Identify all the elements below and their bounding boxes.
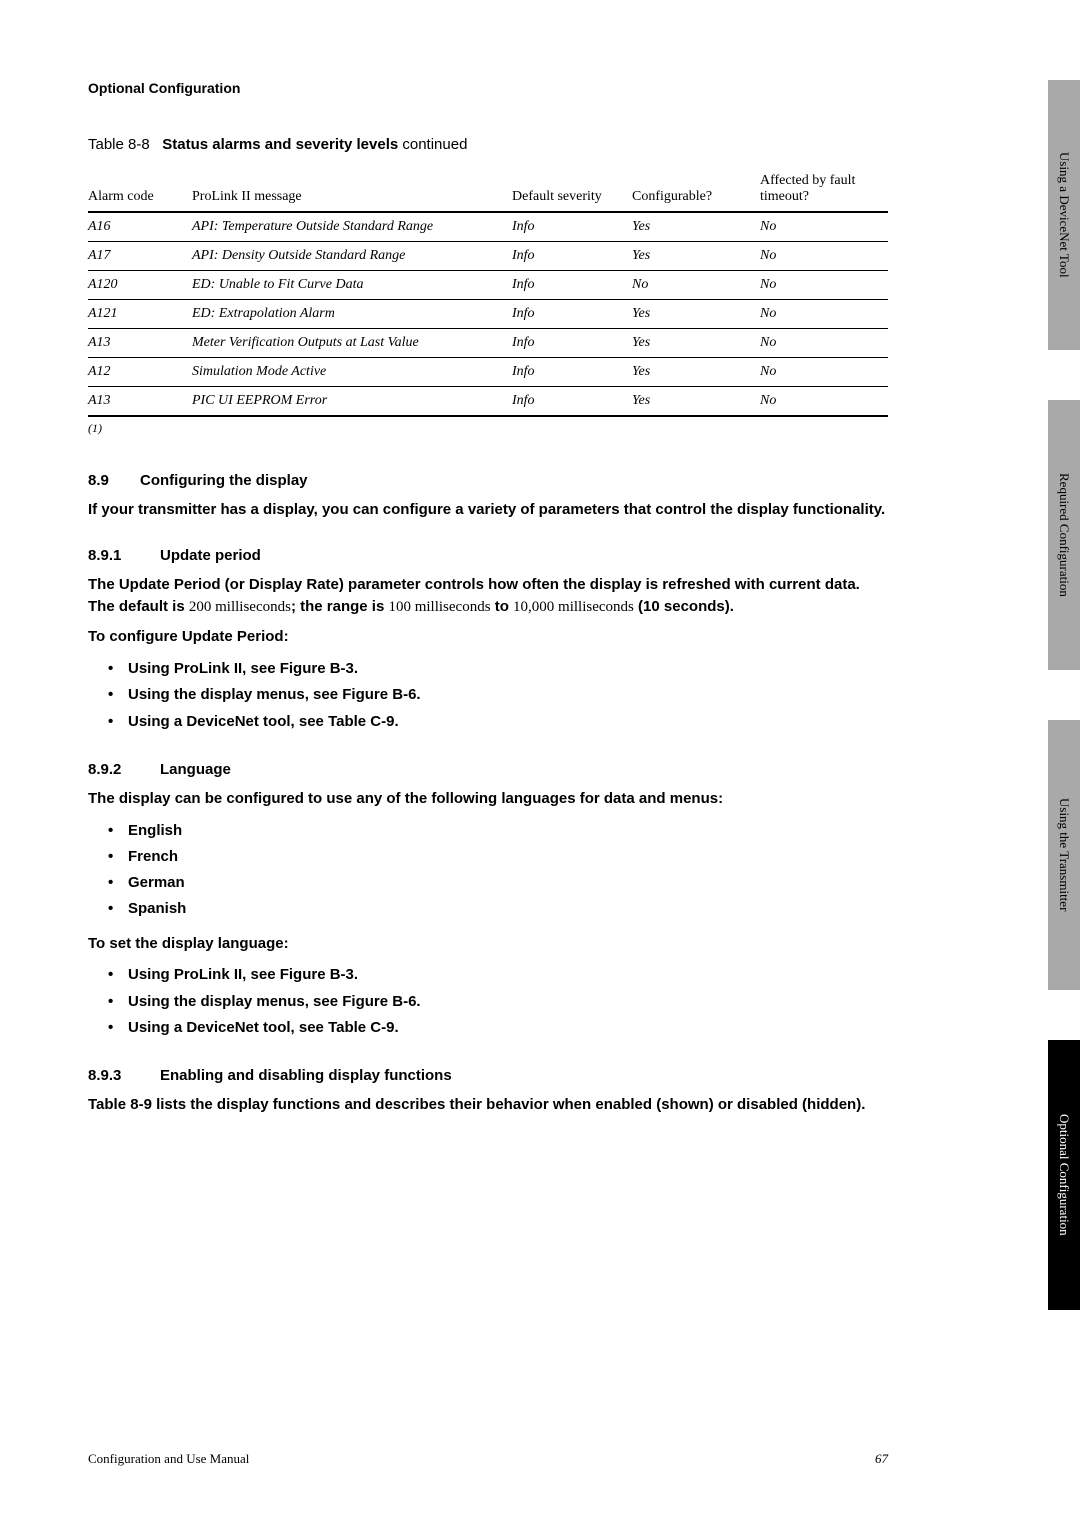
list-item: Using the display menus, see Figure B-6.: [128, 682, 888, 708]
tab-optional-config: Optional Configuration: [1048, 1040, 1080, 1310]
table-row: A17API: Density Outside Standard RangeIn…: [88, 242, 888, 271]
update-period-paragraph: The Update Period (or Display Rate) para…: [88, 574, 888, 619]
col-message: ProLink II message: [192, 169, 512, 212]
subsection-title: Language: [160, 761, 231, 778]
section-title: Configuring the display: [140, 472, 308, 489]
section-8-9-2-heading: 8.9.2Language: [88, 761, 888, 778]
table-row: A12Simulation Mode ActiveInfoYesNo: [88, 358, 888, 387]
section-8-9-3-paragraph: Table 8-9 lists the display functions an…: [88, 1094, 888, 1116]
list-item: Using ProLink II, see Figure B-3.: [128, 656, 888, 682]
language-list: English French German Spanish: [88, 818, 888, 923]
list-item: Using the display menus, see Figure B-6.: [128, 989, 888, 1015]
language-config-bullets: Using ProLink II, see Figure B-3. Using …: [88, 962, 888, 1041]
list-item: Using ProLink II, see Figure B-3.: [128, 962, 888, 988]
section-8-9-intro: If your transmitter has a display, you c…: [88, 499, 888, 521]
table-row: A120ED: Unable to Fit Curve DataInfoNoNo: [88, 271, 888, 300]
table-number: Table 8-8: [88, 136, 150, 153]
tab-transmitter: Using the Transmitter: [1048, 720, 1080, 990]
alarm-table: Alarm code ProLink II message Default se…: [88, 169, 888, 417]
page-footer: Configuration and Use Manual 67: [88, 1451, 888, 1467]
tab-devicenet: Using a DeviceNet Tool: [1048, 80, 1080, 350]
list-item: English: [128, 818, 888, 844]
table-caption: Table 8-8 Status alarms and severity lev…: [88, 136, 888, 153]
update-period-bullets: Using ProLink II, see Figure B-3. Using …: [88, 656, 888, 735]
table-row: A121ED: Extrapolation AlarmInfoYesNo: [88, 300, 888, 329]
table-title: Status alarms and severity levels: [162, 136, 398, 153]
footer-manual-title: Configuration and Use Manual: [88, 1451, 249, 1467]
table-continued: continued: [398, 136, 467, 153]
section-8-9-heading: 8.9Configuring the display: [88, 472, 888, 489]
footer-page-number: 67: [875, 1451, 888, 1467]
page-header: Optional Configuration: [88, 80, 888, 96]
col-fault-timeout: Affected by fault timeout?: [760, 169, 888, 212]
list-item: Spanish: [128, 896, 888, 922]
col-alarm-code: Alarm code: [88, 169, 192, 212]
section-8-9-3-heading: 8.9.3Enabling and disabling display func…: [88, 1067, 888, 1084]
list-item: German: [128, 870, 888, 896]
table-row: A13PIC UI EEPROM ErrorInfoYesNo: [88, 387, 888, 417]
subsection-title: Enabling and disabling display functions: [160, 1067, 452, 1084]
update-period-config-label: To configure Update Period:: [88, 626, 888, 648]
language-paragraph: The display can be configured to use any…: [88, 788, 888, 810]
col-configurable: Configurable?: [632, 169, 760, 212]
subsection-number: 8.9.2: [88, 761, 160, 778]
tab-required-config: Required Configuration: [1048, 400, 1080, 670]
list-item: French: [128, 844, 888, 870]
language-config-label: To set the display language:: [88, 933, 888, 955]
table-row: A16API: Temperature Outside Standard Ran…: [88, 212, 888, 242]
subsection-number: 8.9.1: [88, 547, 160, 564]
section-8-9-1-heading: 8.9.1Update period: [88, 547, 888, 564]
table-header-row: Alarm code ProLink II message Default se…: [88, 169, 888, 212]
table-footnote: (1): [88, 421, 888, 436]
col-severity: Default severity: [512, 169, 632, 212]
subsection-number: 8.9.3: [88, 1067, 160, 1084]
side-tabs: Using a DeviceNet Tool Required Configur…: [1048, 80, 1080, 1310]
section-number: 8.9: [88, 472, 140, 489]
table-row: A13Meter Verification Outputs at Last Va…: [88, 329, 888, 358]
subsection-title: Update period: [160, 547, 261, 564]
list-item: Using a DeviceNet tool, see Table C-9.: [128, 1015, 888, 1041]
list-item: Using a DeviceNet tool, see Table C-9.: [128, 709, 888, 735]
